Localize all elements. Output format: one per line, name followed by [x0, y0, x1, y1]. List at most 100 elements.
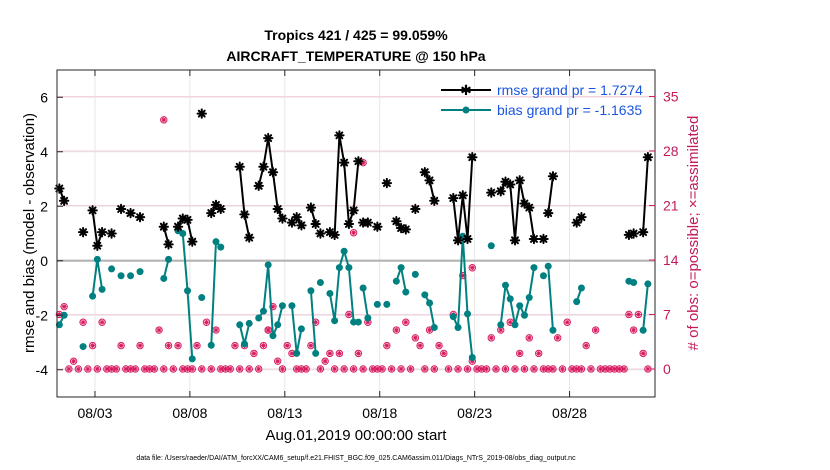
- rmse-point: [528, 233, 540, 245]
- obs-assimilated-marker: [213, 327, 219, 333]
- obs-point: [563, 318, 571, 326]
- obs-assimilated-marker: [132, 366, 138, 372]
- obs-possible-marker: [69, 357, 78, 365]
- obs-assimilated-marker: [346, 312, 352, 317]
- obs-assimilated-marker: [223, 366, 228, 372]
- obs-assimilated-marker: [374, 366, 380, 372]
- obs-assimilated-marker: [208, 366, 214, 372]
- obs-point: [402, 318, 410, 326]
- obs-point: [591, 326, 600, 334]
- obs-point: [226, 365, 234, 373]
- rmse-point: [187, 236, 198, 247]
- obs-possible-marker: [639, 349, 647, 358]
- bias-point: [373, 300, 381, 308]
- obs-point: [463, 365, 472, 373]
- obs-point: [160, 365, 168, 373]
- bias-point: [402, 288, 410, 296]
- rmse-point: [637, 226, 649, 238]
- obs-possible-marker: [406, 365, 415, 373]
- obs-possible-marker: [625, 310, 633, 319]
- rmse-point: [486, 187, 497, 198]
- plot-frame: [56, 69, 656, 398]
- obs-assimilated-marker: [199, 366, 205, 372]
- obs-possible-marker: [378, 365, 386, 373]
- obs-possible-marker: [65, 365, 73, 373]
- x-tick-label: 08/23: [457, 405, 492, 421]
- obs-possible-marker: [231, 341, 239, 350]
- obs-possible-marker: [397, 365, 405, 373]
- obs-point: [411, 334, 420, 342]
- bias-point: [335, 264, 343, 272]
- obs-point: [174, 341, 182, 350]
- obs-assimilated-marker: [66, 366, 72, 372]
- obs-point: [629, 326, 638, 334]
- obs-assimilated-marker: [322, 358, 328, 364]
- x-tick-label: 08/08: [172, 405, 207, 421]
- legend-rmse-label: rmse grand pr = 1.7274: [497, 82, 643, 98]
- obs-possible-marker: [321, 357, 329, 365]
- y-tick-label: -4: [36, 362, 49, 378]
- rmse-point: [424, 175, 435, 186]
- obs-assimilated-marker: [446, 366, 451, 372]
- obs-assimilated-marker: [545, 366, 551, 372]
- bias-point: [259, 307, 267, 315]
- rmse-point: [177, 213, 188, 224]
- obs-point: [326, 349, 334, 358]
- rmse-point: [310, 218, 321, 230]
- obs-possible-marker: [520, 365, 529, 373]
- obs-assimilated-marker: [341, 366, 347, 372]
- obs-assimilated-marker: [170, 366, 176, 372]
- obs-possible-marker: [463, 365, 472, 373]
- obs-assimilated-marker: [365, 319, 371, 325]
- obs-assimilated-marker: [175, 343, 181, 349]
- obs-point: [577, 365, 586, 373]
- obs-point: [383, 341, 391, 350]
- rmse-point: [362, 217, 374, 228]
- obs-assimilated-marker: [469, 358, 475, 364]
- obs-point: [60, 302, 68, 311]
- obs-possible-marker: [264, 326, 272, 334]
- obs-assimilated-marker: [593, 327, 599, 333]
- obs-point: [359, 365, 367, 373]
- obs-assimilated-marker: [493, 366, 499, 372]
- obs-point: [397, 365, 405, 373]
- obs-point: [349, 229, 358, 237]
- obs-assimilated-marker: [579, 366, 584, 372]
- bias-point: [516, 302, 524, 310]
- obs-point: [482, 365, 491, 373]
- bias-point: [520, 311, 528, 319]
- obs-point: [74, 365, 83, 373]
- obs-point: [321, 357, 329, 365]
- rmse-point: [262, 132, 274, 144]
- obs-assimilated-marker: [398, 366, 404, 372]
- rmse-point: [338, 157, 350, 168]
- obs-point: [98, 318, 106, 326]
- rmse-point: [429, 195, 440, 206]
- rmse-line: [547, 176, 554, 214]
- obs-point: [354, 349, 363, 358]
- obs-point: [345, 310, 353, 319]
- obs-possible-marker: [620, 365, 628, 373]
- rmse-point: [391, 216, 402, 227]
- obs-assimilated-marker: [261, 343, 266, 349]
- rmse-point: [410, 203, 421, 215]
- rmse-point: [543, 207, 554, 219]
- obs-point: [316, 365, 325, 373]
- obs-point: [198, 365, 206, 373]
- bias-point: [212, 238, 220, 246]
- rmse-point: [324, 226, 336, 238]
- obs-assimilated-marker: [583, 343, 589, 349]
- obs-assimilated-marker: [218, 366, 224, 372]
- obs-point: [269, 302, 277, 311]
- rmse-point: [353, 156, 364, 167]
- obs-assimilated-marker: [75, 366, 81, 372]
- obs-assimilated-marker: [612, 366, 618, 372]
- obs-assimilated-marker: [56, 312, 62, 317]
- obs-assimilated-marker: [280, 366, 285, 372]
- obs-assimilated-marker: [441, 351, 447, 356]
- obs-assimilated-marker: [256, 366, 262, 372]
- obs-point: [207, 365, 215, 373]
- obs-point: [487, 334, 495, 342]
- obs-possible-marker: [60, 302, 68, 311]
